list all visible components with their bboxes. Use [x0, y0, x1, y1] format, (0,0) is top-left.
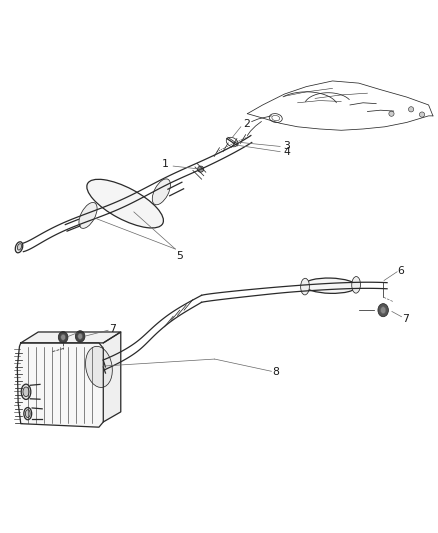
- Polygon shape: [103, 332, 121, 422]
- Ellipse shape: [85, 346, 112, 387]
- Ellipse shape: [18, 244, 21, 250]
- Text: 8: 8: [272, 367, 279, 377]
- Ellipse shape: [61, 334, 66, 340]
- Text: 4: 4: [284, 147, 290, 157]
- Circle shape: [389, 111, 394, 116]
- Ellipse shape: [21, 384, 31, 399]
- Text: 1: 1: [162, 159, 169, 169]
- Text: 7: 7: [403, 314, 409, 324]
- Ellipse shape: [152, 179, 170, 205]
- Ellipse shape: [24, 408, 32, 420]
- Ellipse shape: [381, 306, 386, 313]
- Ellipse shape: [87, 179, 163, 228]
- Circle shape: [409, 107, 414, 112]
- Polygon shape: [17, 343, 103, 427]
- Text: 6: 6: [397, 266, 404, 276]
- Ellipse shape: [78, 333, 82, 340]
- Text: 7: 7: [109, 325, 116, 334]
- Ellipse shape: [25, 410, 30, 417]
- Ellipse shape: [300, 278, 309, 295]
- Ellipse shape: [23, 387, 29, 397]
- Ellipse shape: [79, 203, 97, 228]
- Ellipse shape: [58, 332, 68, 343]
- Text: 2: 2: [243, 119, 250, 129]
- Text: 5: 5: [176, 251, 183, 261]
- Circle shape: [198, 166, 204, 172]
- Ellipse shape: [15, 242, 23, 253]
- Circle shape: [420, 112, 425, 117]
- Ellipse shape: [75, 330, 85, 342]
- Ellipse shape: [304, 278, 357, 293]
- Text: 3: 3: [284, 141, 290, 151]
- Ellipse shape: [352, 277, 360, 293]
- Ellipse shape: [378, 304, 389, 317]
- Polygon shape: [21, 332, 121, 343]
